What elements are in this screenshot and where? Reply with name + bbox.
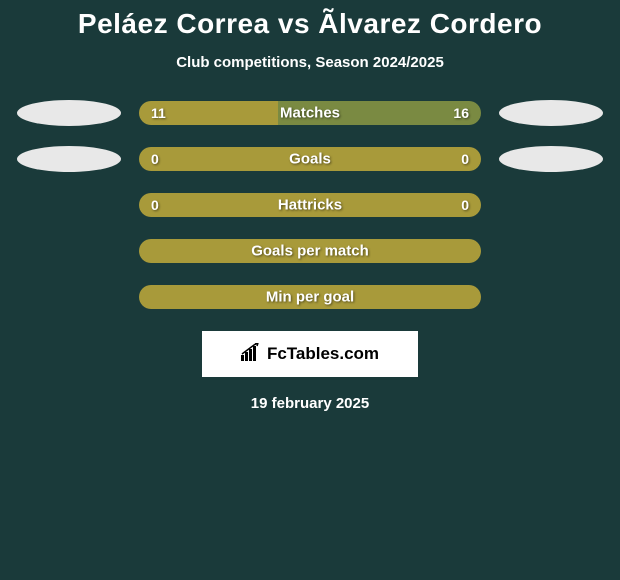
player-flag-right [499,100,603,126]
player-flag-left [17,100,121,126]
stat-bar: Min per goal [139,285,481,309]
chart-icon [241,343,263,366]
stat-value-right: 16 [453,105,469,121]
stat-value-left: 0 [151,151,159,167]
stat-label: Goals [289,151,331,168]
flag-placeholder [17,192,121,218]
stat-value-right: 0 [461,151,469,167]
stats-list: 11 16 Matches 0 0 Goals 0 0 Hattricks Goals per m… [0,101,620,309]
stat-row: 11 16 Matches [0,101,620,125]
brand-text: FcTables.com [267,344,379,364]
flag-placeholder [499,238,603,264]
stat-bar: Goals per match [139,239,481,263]
comparison-widget: Peláez Correa vs Ãlvarez Cordero Club co… [0,0,620,412]
brand-badge[interactable]: FcTables.com [202,331,418,377]
stat-label: Matches [280,105,340,122]
page-title: Peláez Correa vs Ãlvarez Cordero [0,8,620,40]
subtitle: Club competitions, Season 2024/2025 [0,54,620,71]
stat-row: Goals per match [0,239,620,263]
stat-value-left: 11 [151,105,166,121]
stat-value-left: 0 [151,197,159,213]
stat-bar: 11 16 Matches [139,101,481,125]
flag-placeholder [17,284,121,310]
stat-bar: 0 0 Hattricks [139,193,481,217]
stat-bar: 0 0 Goals [139,147,481,171]
flag-placeholder [17,238,121,264]
flag-placeholder [499,284,603,310]
flag-placeholder [499,192,603,218]
player-flag-left [17,146,121,172]
stat-label: Min per goal [266,289,354,306]
stat-label: Hattricks [278,197,342,214]
stat-row: 0 0 Goals [0,147,620,171]
stat-value-right: 0 [461,197,469,213]
player-flag-right [499,146,603,172]
stat-label: Goals per match [251,243,369,260]
footer-date: 19 february 2025 [0,395,620,412]
stat-row: Min per goal [0,285,620,309]
stat-row: 0 0 Hattricks [0,193,620,217]
